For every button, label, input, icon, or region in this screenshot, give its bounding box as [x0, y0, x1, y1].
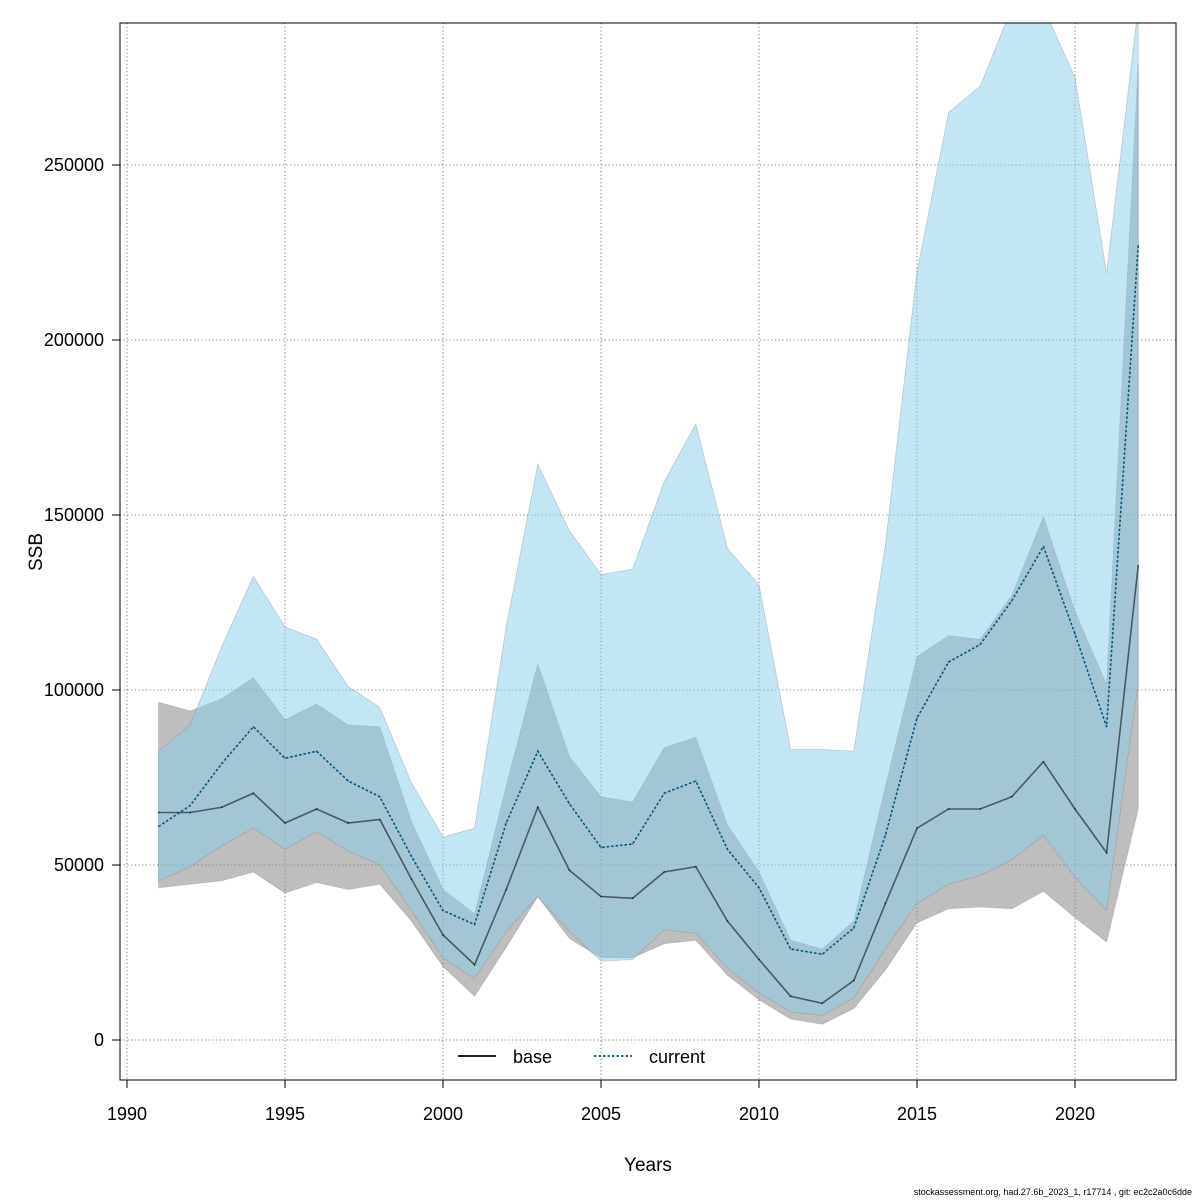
point-current [789, 948, 792, 950]
point-current [758, 886, 760, 889]
legend-label-base: base [513, 1047, 552, 1067]
point-current [600, 846, 602, 849]
point-current [378, 795, 381, 798]
y-axis: 0 50000 100000 150000 200000 250000 [44, 155, 121, 1050]
x-tick-label: 2005 [581, 1104, 621, 1124]
y-axis-label: SSB [26, 533, 47, 571]
point-base [220, 806, 223, 809]
point-current [631, 843, 634, 845]
point-base [631, 897, 634, 900]
line-base [158, 565, 1139, 1005]
point-base [947, 808, 950, 810]
band-current [158, 23, 1139, 1016]
point-base [979, 808, 982, 810]
footer-credit: stockassessment.org, had.27.6b_2023_1, r… [913, 1187, 1192, 1197]
point-base [505, 888, 508, 891]
point-base [852, 979, 855, 982]
point-current [694, 780, 697, 782]
x-tick-label: 2020 [1055, 1104, 1095, 1124]
point-current [442, 909, 444, 912]
point-current [315, 750, 318, 753]
line-current [158, 245, 1139, 956]
point-current [1137, 244, 1140, 247]
point-current [347, 780, 350, 782]
point-current [947, 661, 950, 663]
point-current [726, 848, 729, 851]
point-current [821, 953, 824, 956]
point-current [852, 927, 855, 929]
point-base [916, 827, 918, 830]
point-current [157, 825, 160, 828]
y-tick-label: 100000 [44, 680, 104, 700]
legend: base current [458, 1047, 705, 1067]
point-base [157, 811, 160, 814]
point-base [189, 811, 192, 814]
point-base [410, 878, 413, 880]
point-base [568, 869, 571, 872]
legend-label-current: current [649, 1047, 705, 1067]
point-base [442, 934, 444, 936]
point-current [284, 757, 286, 760]
point-base [600, 895, 602, 898]
point-base [726, 920, 729, 922]
y-tick-label: 50000 [54, 855, 104, 875]
point-base [1137, 564, 1140, 567]
point-base [758, 958, 760, 961]
point-base [473, 963, 476, 966]
point-current [1042, 545, 1045, 548]
point-current [189, 804, 192, 807]
point-current [979, 643, 982, 646]
point-base [1042, 760, 1045, 763]
point-current [1010, 599, 1013, 602]
point-base [536, 806, 539, 809]
confidence-bands [158, 23, 1139, 1025]
point-base [789, 995, 792, 998]
x-axis-label: Years [624, 1155, 672, 1176]
point-base [378, 818, 381, 821]
point-base [347, 822, 350, 824]
point-current [505, 822, 508, 824]
point-base [1105, 851, 1108, 854]
y-tick-label: 150000 [44, 505, 104, 525]
y-tick-label: 250000 [44, 155, 104, 175]
point-current [220, 762, 223, 765]
point-current [1105, 725, 1108, 728]
x-tick-label: 1990 [107, 1104, 147, 1124]
point-base [694, 865, 697, 868]
point-current [1074, 633, 1076, 635]
x-tick-label: 2000 [423, 1104, 463, 1124]
point-current [568, 802, 571, 805]
point-base [663, 871, 666, 873]
x-tick-label: 2010 [739, 1104, 779, 1124]
y-tick-label: 0 [94, 1030, 104, 1050]
point-current [473, 923, 476, 926]
point-current [663, 792, 666, 795]
point-base [284, 822, 286, 824]
point-base [252, 792, 255, 795]
point-current [252, 725, 255, 728]
x-axis: 1990 1995 2000 2005 2010 2015 2020 [107, 1079, 1095, 1124]
point-current [884, 834, 887, 837]
point-base [1074, 808, 1076, 810]
point-base [884, 902, 887, 905]
point-base [315, 808, 318, 810]
y-tick-label: 200000 [44, 330, 104, 350]
point-current [536, 750, 539, 753]
point-base [821, 1002, 824, 1005]
point-current [410, 855, 413, 858]
point-current [916, 717, 918, 719]
point-base [1010, 795, 1013, 798]
series-lines [157, 244, 1140, 1005]
x-tick-label: 1995 [265, 1104, 305, 1124]
x-tick-label: 2015 [897, 1104, 937, 1124]
